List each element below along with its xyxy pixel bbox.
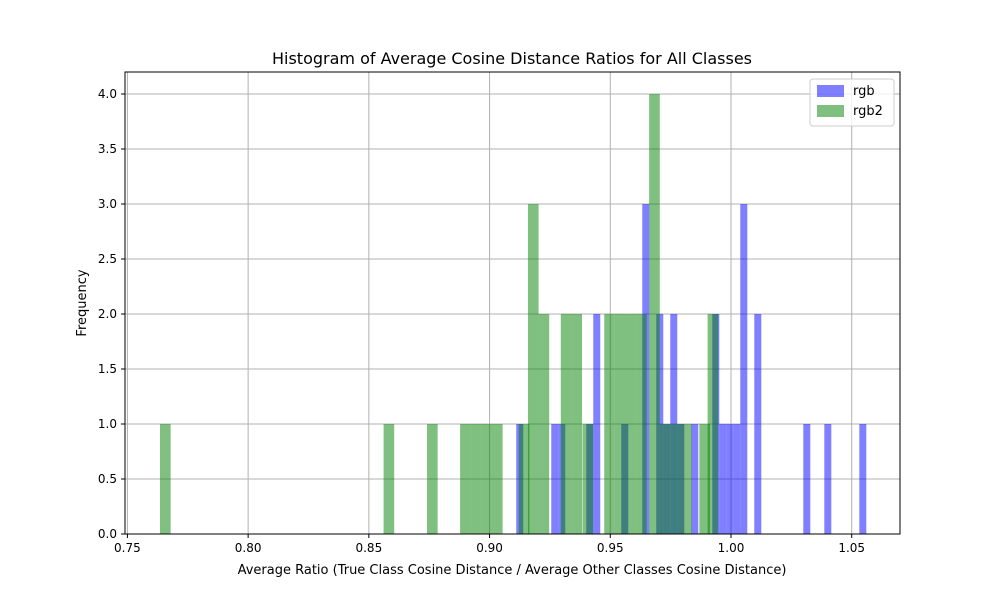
bar-rgb2 (707, 314, 719, 534)
y-tick-label: 0.5 (98, 472, 117, 486)
bar-rgb2 (614, 314, 626, 534)
bar-rgb (754, 314, 762, 534)
bar-rgb2 (491, 424, 503, 534)
bar-rgb (733, 424, 741, 534)
y-axis-label: Frequency (75, 269, 90, 336)
x-tick-label: 1.00 (718, 541, 745, 555)
bar-rgb (740, 204, 748, 534)
y-tick-label: 1.0 (98, 417, 117, 431)
legend-label-rgb: rgb (853, 84, 875, 99)
bar-rgb2 (527, 204, 539, 534)
y-tick-label: 2.5 (98, 252, 117, 266)
y-tick-label: 2.0 (98, 307, 117, 321)
bar-rgb2 (659, 424, 671, 534)
legend-swatch-rgb (817, 85, 844, 97)
bar-rgb (691, 424, 699, 534)
y-tick-label: 3.5 (98, 142, 117, 156)
bar-rgb2 (670, 424, 682, 534)
bar-rgb2 (681, 424, 692, 534)
legend-label-rgb2: rgb2 (853, 104, 883, 119)
bar-rgb2 (383, 424, 395, 534)
legend: rgb rgb2 (809, 78, 895, 127)
axis-ticks: 0.75 0.80 0.85 0.90 0.95 1.00 1.05 0.0 0.5 1.0 1.5… (98, 87, 865, 555)
bar-rgb (726, 424, 734, 534)
bar-rgb2 (571, 314, 583, 534)
y-tick-label: 4.0 (98, 87, 117, 101)
bar-rgb (824, 424, 832, 534)
bar-rgb2 (625, 314, 637, 534)
bar-rgb (593, 314, 601, 534)
bar-rgb2 (636, 314, 647, 534)
bar-rgb2 (481, 424, 492, 534)
y-tick-label: 1.5 (98, 362, 117, 376)
bar-rgb (719, 424, 727, 534)
bar-rgb2 (699, 424, 710, 534)
bar-rgb2 (649, 94, 660, 534)
y-tick-label: 0.0 (98, 527, 117, 541)
x-tick-label: 0.90 (476, 541, 503, 555)
x-tick-label: 0.80 (235, 541, 262, 555)
x-tick-label: 0.95 (597, 541, 624, 555)
chart-title: Histogram of Average Cosine Distance Rat… (272, 49, 752, 68)
bar-rgb (803, 424, 811, 534)
bar-rgb (859, 424, 867, 534)
x-tick-label: 1.05 (838, 541, 865, 555)
histogram-bars (160, 94, 867, 534)
bar-rgb2 (604, 314, 615, 534)
plot-area-frame (124, 71, 901, 535)
x-tick-label: 0.85 (355, 541, 382, 555)
bar-rgb2 (470, 424, 482, 534)
x-axis-label: Average Ratio (True Class Cosine Distanc… (238, 563, 787, 578)
x-tick-label: 0.75 (114, 541, 141, 555)
bar-rgb2 (518, 424, 530, 534)
legend-swatch-rgb2 (817, 105, 844, 117)
bar-rgb2 (560, 314, 572, 534)
y-tick-label: 3.0 (98, 197, 117, 211)
bar-rgb2 (160, 424, 171, 534)
bar-rgb2 (460, 424, 471, 534)
bar-rgb2 (538, 314, 550, 534)
bar-rgb2 (582, 424, 594, 534)
bar-rgb2 (427, 424, 438, 534)
bar-rgb (551, 424, 559, 534)
